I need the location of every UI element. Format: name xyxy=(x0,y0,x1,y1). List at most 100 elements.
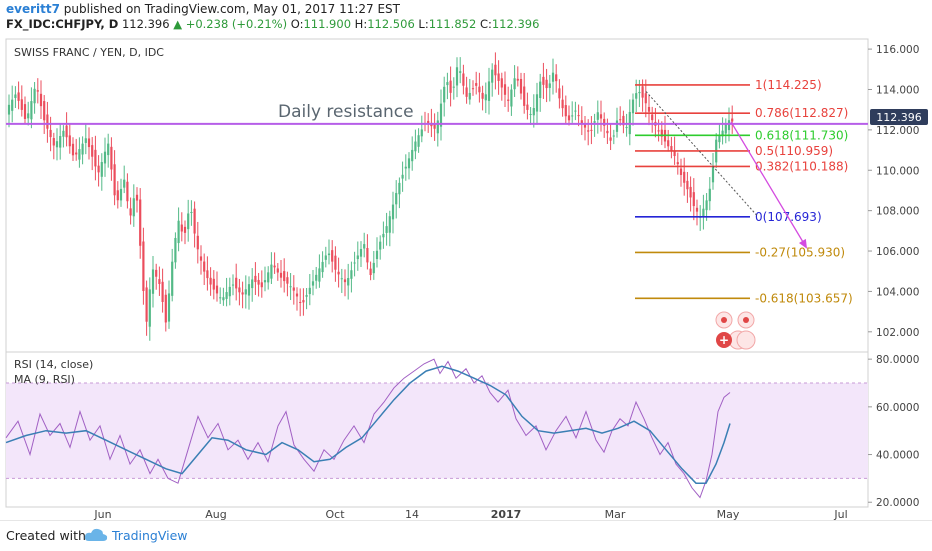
candle-body xyxy=(487,81,491,101)
candle-body xyxy=(439,103,443,127)
candle-body xyxy=(455,67,459,86)
candle-body xyxy=(43,101,46,121)
price-tick-label: 114.000 xyxy=(876,84,919,96)
candle-body xyxy=(11,99,14,111)
candle-body xyxy=(571,115,574,117)
candle-body xyxy=(139,199,142,246)
time-tick-label: Aug xyxy=(205,508,226,520)
candle-body xyxy=(375,250,379,260)
candle-body xyxy=(107,143,110,156)
candle-body xyxy=(276,268,279,273)
candle-body xyxy=(350,270,353,279)
candle-body xyxy=(727,120,731,131)
candle-body xyxy=(65,125,68,138)
candle-body xyxy=(241,292,244,295)
candle-body xyxy=(667,140,670,147)
candle-body xyxy=(183,226,187,233)
event-marker-main[interactable] xyxy=(716,332,732,348)
candle-body xyxy=(91,145,94,157)
candle-body xyxy=(7,104,11,115)
candle-body xyxy=(436,120,439,134)
candle-body xyxy=(343,279,347,283)
candle-body xyxy=(619,119,622,121)
candle-body xyxy=(126,181,129,202)
candle-body xyxy=(311,281,315,286)
candle-body xyxy=(135,194,139,201)
candle-body xyxy=(193,208,196,234)
rsi-axis[interactable]: 20.0000 40.0000 60.0000 80.0000 xyxy=(868,354,919,509)
candle-body xyxy=(203,261,206,272)
candle-body xyxy=(260,282,263,288)
candle-body xyxy=(526,104,529,110)
candle-body xyxy=(145,287,148,322)
candle-body xyxy=(391,204,395,220)
author-link[interactable]: everitt7 xyxy=(6,2,60,16)
event-marker[interactable] xyxy=(736,330,756,350)
candle-body xyxy=(292,287,295,291)
event-markers[interactable]: + xyxy=(715,311,756,350)
candle-body xyxy=(596,112,599,120)
candle-body xyxy=(334,255,337,270)
candle-body xyxy=(331,250,334,262)
candle-body xyxy=(363,244,366,249)
candle-body xyxy=(631,99,635,114)
candle-body xyxy=(212,278,215,290)
candle-body xyxy=(46,114,49,129)
candle-body xyxy=(622,115,625,126)
time-tick-label: Jul xyxy=(833,508,847,520)
candle-body xyxy=(558,88,561,99)
candle-body xyxy=(625,127,628,129)
price-axis[interactable]: 102.000 104.000 106.000 108.000 110.000 112.0… xyxy=(868,44,919,339)
candle-body xyxy=(33,88,36,104)
chart-area[interactable]: Daily resistance 1(114.225) 0.786(112.827… xyxy=(0,34,932,520)
resistance-label: Daily resistance xyxy=(278,102,414,122)
candle-body xyxy=(273,265,276,268)
candle-body xyxy=(452,86,455,88)
candle-body xyxy=(446,82,449,86)
fib-label--0_27: -0.27(105.930) xyxy=(755,245,845,259)
candle-body xyxy=(731,118,734,122)
symbol-label[interactable]: FX_IDC:CHFJPY, D xyxy=(6,17,119,31)
candle-body xyxy=(580,120,583,124)
candle-body xyxy=(478,86,481,93)
candle-body xyxy=(606,130,609,134)
candle-body xyxy=(551,72,555,82)
candle-body xyxy=(583,124,587,128)
candle-body xyxy=(641,86,644,98)
projection-arrow[interactable] xyxy=(730,121,807,248)
fib-label--0_618: -0.618(103.657) xyxy=(755,291,853,305)
fib-label-0_382: 0.382(110.188) xyxy=(755,159,848,173)
candle-body xyxy=(228,286,231,297)
price-pane[interactable] xyxy=(5,38,869,353)
fib-label-1: 1(114.225) xyxy=(755,78,822,92)
up-triangle-icon: ▲ xyxy=(173,17,183,31)
time-axis[interactable]: Jun Aug Oct 14 2017 Mar May Jul xyxy=(93,508,847,520)
candle-body xyxy=(142,241,145,292)
candle-body xyxy=(123,179,126,188)
candle-body xyxy=(167,293,171,322)
price-tick-label: 106.000 xyxy=(876,246,919,258)
candle-body xyxy=(151,269,155,294)
low-label: L: xyxy=(418,17,429,31)
price-tick-label: 104.000 xyxy=(876,286,919,298)
candle-body xyxy=(420,129,423,137)
candle-body xyxy=(295,293,299,297)
footer: Created with TradingView xyxy=(0,520,932,551)
candle-body xyxy=(81,143,84,155)
candle-body xyxy=(459,71,462,73)
candle-body xyxy=(17,92,20,101)
candle-body xyxy=(417,135,420,147)
candle-body xyxy=(231,284,235,286)
candle-body xyxy=(132,198,135,217)
candle-body xyxy=(609,137,612,141)
candle-body xyxy=(721,130,724,137)
open-label: O: xyxy=(290,17,304,31)
candle-body xyxy=(599,114,603,119)
candle-body xyxy=(356,255,359,260)
candle-body xyxy=(78,149,81,160)
candle-body xyxy=(548,83,551,88)
candle-body xyxy=(708,188,711,202)
candle-body xyxy=(286,277,289,284)
ma-title: MA (9, RSI) xyxy=(14,373,75,386)
tradingview-brand-link[interactable]: TradingView xyxy=(112,528,188,543)
